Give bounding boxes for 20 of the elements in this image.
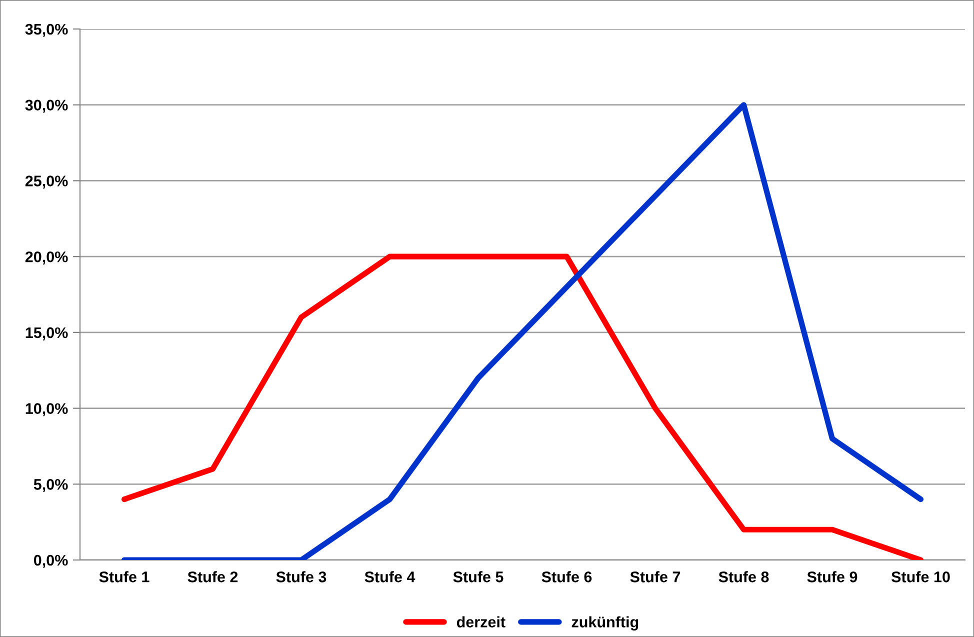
y-tick-label: 10,0% — [26, 403, 68, 416]
x-tick-label: Stufe 10 — [891, 571, 950, 582]
x-tick-label: Stufe 6 — [542, 571, 592, 582]
x-tick-label: Stufe 9 — [807, 571, 858, 582]
x-tick-label: Stufe 4 — [364, 571, 416, 582]
x-tick-label: Stufe 7 — [630, 571, 680, 582]
y-tick-label: 35,0% — [25, 24, 68, 37]
legend-label: derzeit — [456, 616, 506, 628]
y-tick-label: 25,0% — [25, 176, 68, 189]
y-tick-label: 0,0% — [34, 554, 68, 568]
x-tick-label: Stufe 2 — [188, 571, 238, 582]
x-tick-label: Stufe 3 — [276, 571, 326, 582]
y-tick-label: 30,0% — [25, 100, 68, 113]
y-tick-label: 20,0% — [25, 251, 68, 264]
y-tick-label: 15,0% — [26, 327, 68, 340]
x-tick-label: Stufe 8 — [718, 571, 769, 582]
y-tick-label: 5,0% — [34, 479, 68, 492]
x-tick-label: Stufe 1 — [99, 571, 150, 582]
x-tick-label: Stufe 5 — [453, 571, 504, 582]
legend-label: zukünftig — [572, 616, 638, 631]
